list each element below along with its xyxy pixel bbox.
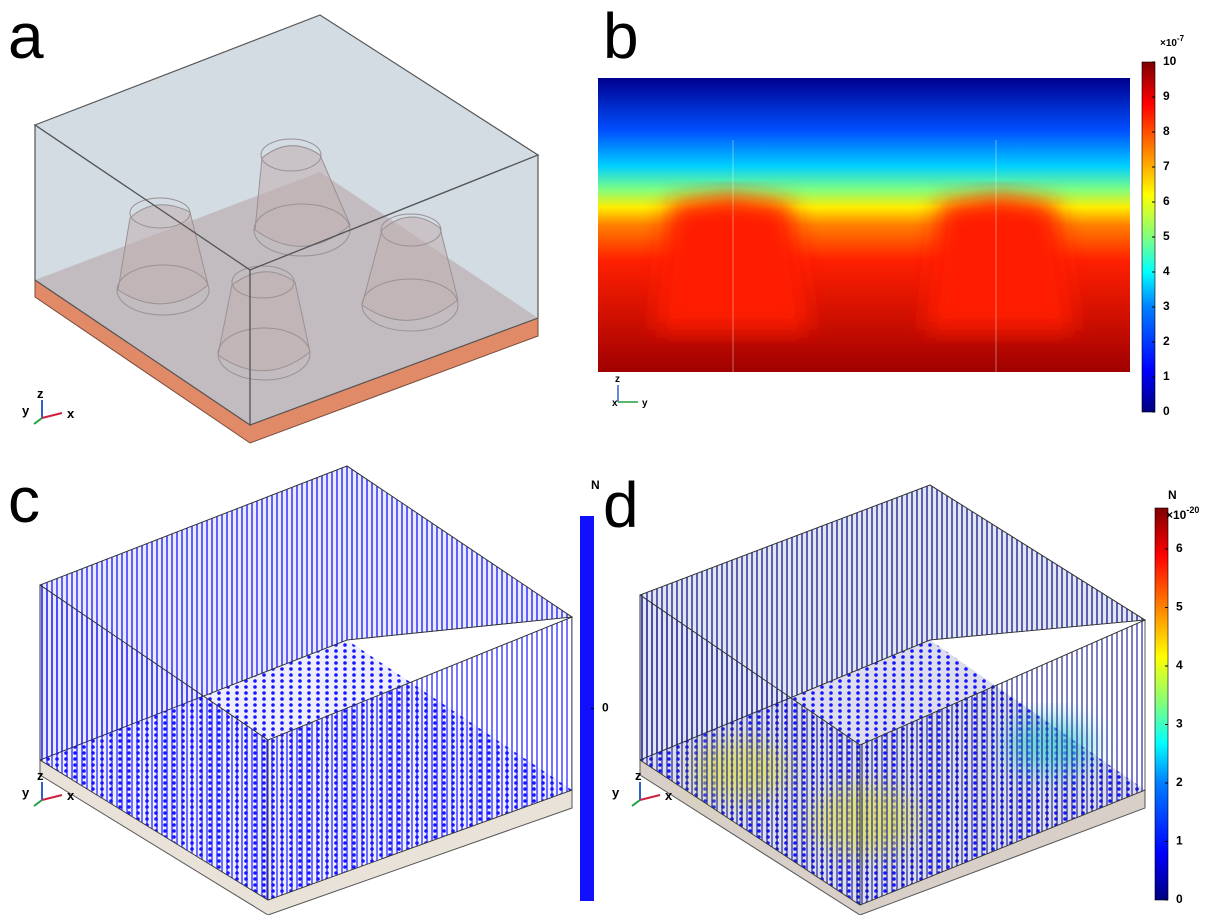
colorbar-tick-label: 1: [1176, 834, 1183, 848]
panel-letter: b: [603, 0, 639, 72]
colorbar-tick-label: 6: [1176, 541, 1183, 555]
colorbar-unit: N: [591, 478, 600, 492]
axis-label: y: [22, 785, 30, 800]
colorbar-tick-label: 0: [602, 701, 609, 715]
colorbar-tick-label: 10: [1163, 54, 1177, 68]
panel-letter: a: [8, 0, 44, 72]
colorbar-unit: N: [1168, 488, 1177, 502]
exponent-power: -7: [1177, 34, 1185, 43]
colorbar-tick-label: 2: [1176, 775, 1183, 789]
axis-label: x: [67, 406, 75, 421]
panel-c: c N 0 y z x: [8, 464, 609, 915]
colorbar-tick-label: 4: [1163, 264, 1170, 278]
colorbar-tick-label: 3: [1163, 299, 1170, 313]
panel-d: d N ×10-20 0 1 2 3 4 5 6 y z x: [603, 469, 1199, 915]
axis-label: z: [37, 768, 44, 783]
axis-label: x: [67, 788, 75, 803]
colorbar-tick-label: 8: [1163, 124, 1170, 138]
axis-label: z: [615, 374, 620, 385]
panel-letter: d: [603, 469, 639, 541]
exponent-base: ×10: [1160, 38, 1177, 49]
axis-label: y: [612, 785, 620, 800]
page: {"panels": [ {"label": "a", "axes": ["y"…: [0, 0, 1213, 915]
colorbar-tick-label: 0: [1163, 404, 1170, 418]
colorbar-tick-label: 2: [1163, 334, 1170, 348]
axis-triad: z x y: [612, 374, 648, 409]
figure: a y z x b: [0, 0, 1213, 915]
colorbar-tick-label: 1: [1163, 369, 1170, 383]
panel-b: b ×10-7 0 1 2 3 4 5 6 7 8 9 10 z x y: [598, 0, 1185, 418]
axis-triad: y z x: [22, 386, 75, 424]
exponent-power: -20: [1186, 505, 1199, 515]
colorbar-tick-label: 9: [1163, 89, 1170, 103]
axis-label: y: [642, 398, 648, 409]
colorbar-tick-label: 3: [1176, 717, 1183, 731]
colorbar-ticks: 0 1 2 3 4 5 6 7 8 9 10: [1152, 54, 1177, 418]
exponent-base: ×10: [1166, 508, 1187, 522]
axis-label: y: [22, 403, 30, 418]
axis-label: z: [37, 386, 44, 401]
colorbar-tick-label: 4: [1176, 658, 1183, 672]
colorbar-tick-label: 5: [1163, 229, 1170, 243]
colorbar-tick-label: 5: [1176, 600, 1183, 614]
axis-label: x: [612, 398, 618, 409]
colorbar-exponent: ×10-7: [1160, 34, 1185, 49]
panel-letter: c: [8, 464, 40, 536]
axis-label: z: [635, 768, 642, 783]
colorbar-tick-label: 0: [1176, 892, 1183, 906]
colorbar-tick-label: 6: [1163, 194, 1170, 208]
panel-a: a y z x: [8, 0, 538, 443]
axis-label: x: [665, 788, 673, 803]
colorbar-tick-label: 7: [1163, 159, 1170, 173]
colorbar-exponent: ×10-20: [1166, 505, 1199, 522]
